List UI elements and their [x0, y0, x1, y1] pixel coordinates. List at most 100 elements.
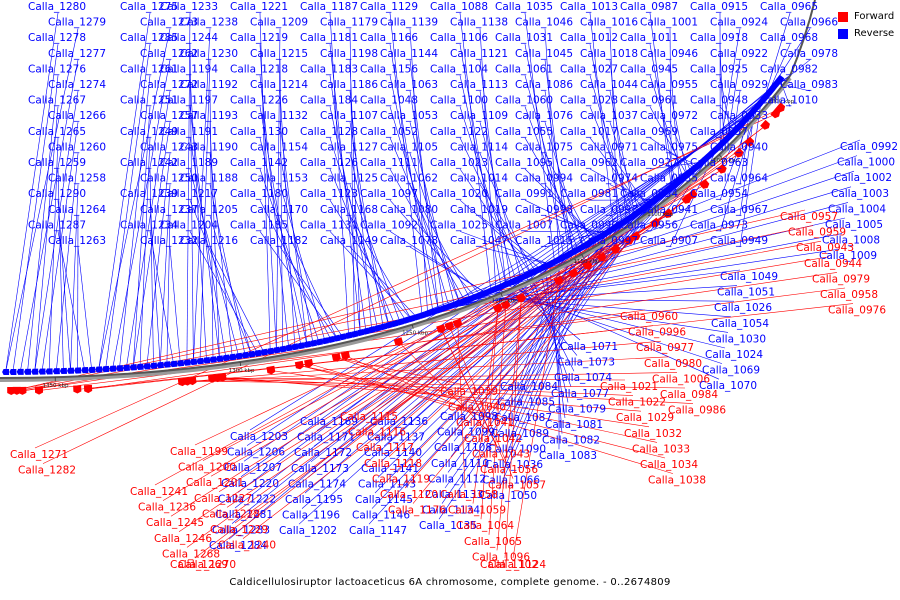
gene-label: Calla_1171 [297, 432, 355, 444]
gene-label: Calla_0981 [560, 188, 618, 200]
leader-line [368, 161, 703, 525]
gene-label: Calla_1245 [146, 517, 204, 529]
reverse-gene-arrow [45, 368, 53, 375]
reverse-gene-arrow [136, 363, 144, 371]
reverse-gene-arrow [350, 330, 359, 338]
reverse-gene-arrow [679, 173, 688, 182]
gene-label: Calla_1277 [48, 48, 106, 60]
gene-label: Calla_1043 [472, 448, 530, 460]
forward-gene-arrow [331, 353, 341, 362]
reverse-gene-arrow [285, 344, 293, 352]
reverse-gene-arrow [750, 105, 760, 114]
leader-line [459, 168, 531, 274]
forward-gene-arrow [444, 321, 455, 331]
gene-label: Calla_1206 [227, 447, 285, 459]
gene-label: Calla_1265 [28, 126, 86, 138]
reverse-gene-arrow [74, 367, 82, 374]
scale-tick [654, 207, 658, 212]
gene-label: Calla_0945 [620, 63, 678, 75]
reverse-gene-arrow [694, 160, 703, 169]
reverse-gene-arrow [247, 350, 256, 358]
reverse-gene-arrow [727, 130, 736, 139]
leader-line [77, 246, 92, 370]
reverse-gene-arrow [345, 331, 353, 339]
reverse-gene-arrow [95, 366, 103, 373]
gene-label: Calla_1110 [431, 458, 489, 470]
leader-line [34, 106, 59, 372]
gene-label: Calla_1262 [140, 48, 198, 60]
leader-line [374, 171, 692, 494]
leader-line [409, 28, 428, 314]
gene-label: Calla_1042 [464, 433, 522, 445]
gene-label: Calla_1112 [428, 473, 486, 485]
gene-label: Calla_1217 [160, 188, 218, 200]
leader-line [187, 356, 670, 382]
backbone-shadow [0, 76, 792, 382]
reverse-gene-arrow [321, 337, 330, 345]
gene-label: Calla_1116 [348, 427, 406, 439]
reverse-gene-arrow [671, 180, 680, 189]
forward-gene-labels: Calla_0957 Calla_0959 Calla_0943 Calla_0944… [10, 211, 886, 571]
leader-line [409, 246, 486, 294]
gene-label: Calla_1114 [450, 141, 508, 153]
gene-label: Calla_1209 [250, 17, 308, 29]
reverse-gene-arrow [81, 367, 89, 374]
gene-label: Calla_1227 [194, 493, 252, 505]
gene-label: Calla_1278 [28, 32, 86, 44]
gene-label: Calla_1216 [180, 235, 238, 247]
gene-label: Calla_1154 [250, 141, 308, 153]
forward-gene-arrow [662, 208, 673, 218]
reverse-gene-arrow [297, 342, 305, 350]
gene-label: Calla_0980 [644, 358, 702, 370]
reverse-gene-arrow [709, 147, 718, 156]
gene-label: Calla_0907 [640, 235, 698, 247]
leader-line [189, 44, 194, 362]
reverse-gene-arrow [216, 355, 224, 363]
reverse-gene-arrow [698, 157, 707, 166]
gene-label: Calla_1220 [221, 478, 279, 490]
gene-label: Calla_1272 [140, 79, 198, 91]
reverse-gene-arrow [228, 353, 237, 361]
leader-line [27, 75, 59, 372]
leader-line [498, 231, 610, 490]
leader-line [202, 222, 656, 461]
gene-label: Calla_1214 [250, 79, 308, 91]
gene-label: Calla_0959 [788, 227, 846, 239]
gene-label: Calla_0961 [620, 95, 678, 107]
scale-tick-label: 1200 kbp [492, 298, 518, 304]
gene-label: Calla_1199 [170, 446, 228, 458]
gene-label: Calla_1203 [230, 431, 288, 443]
gene-label: Calla_0983 [780, 79, 838, 91]
leader-line [544, 228, 614, 248]
gene-label: Calla_1003 [831, 188, 889, 200]
gene-label: Calla_1202 [279, 525, 337, 537]
gene-label: Calla_0998 [515, 204, 573, 216]
scale-tick-label: 1250 kbp [402, 330, 428, 336]
gene-label: Calla_1079 [548, 403, 606, 415]
gene-label: Calla_1053 [380, 110, 438, 122]
gene-label: Calla_1134 [422, 505, 480, 517]
leader-line [226, 199, 688, 508]
gene-label: Calla_0984 [660, 389, 718, 401]
forward-gene-arrow [582, 260, 593, 270]
leader-line [504, 298, 522, 559]
forward-swatch [838, 11, 848, 22]
leader-line [279, 184, 326, 341]
leader-line [479, 122, 522, 279]
reverse-gene-arrow [88, 366, 96, 373]
leader-line [279, 246, 343, 338]
forward-gene-arrow [775, 102, 786, 113]
gene-label: Calla_1095 [495, 157, 553, 169]
gene-label: Calla_1166 [360, 32, 418, 44]
leader-line [589, 12, 614, 229]
leader-line [48, 137, 59, 372]
gene-label: Calla_1201 [186, 477, 244, 489]
leader-line [209, 122, 220, 359]
gene-label: Calla_1274 [48, 79, 106, 91]
leader-line [501, 233, 605, 474]
gene-label: Calla_1078 [380, 235, 438, 247]
reverse-gene-arrow [241, 351, 250, 359]
gene-label: Calla_1076 [515, 110, 573, 122]
forward-gene-arrow [266, 365, 276, 375]
